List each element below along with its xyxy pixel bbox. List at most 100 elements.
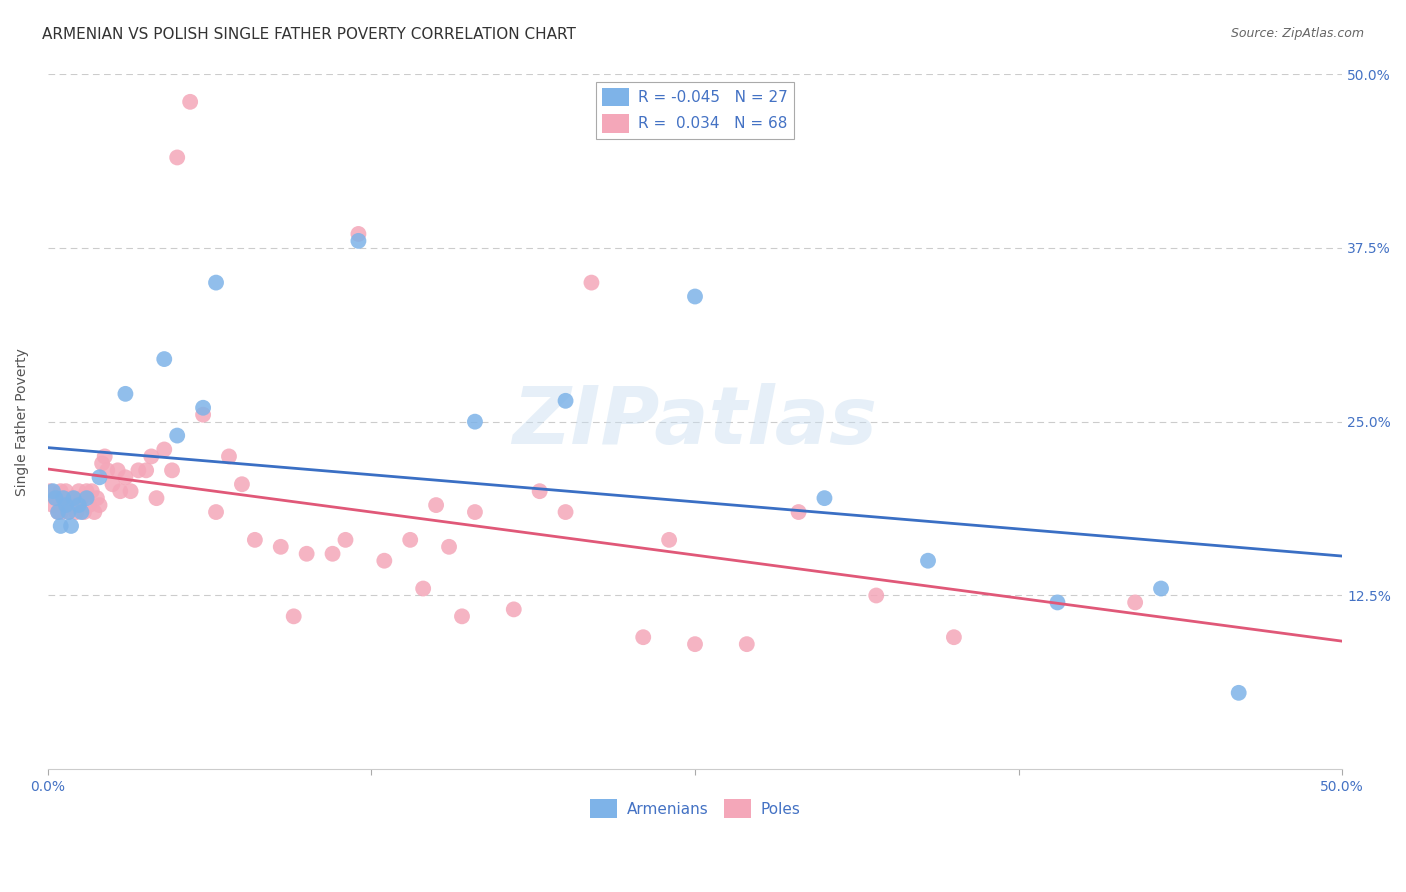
Point <box>145 491 167 505</box>
Point <box>67 498 90 512</box>
Point <box>1046 595 1069 609</box>
Point <box>347 227 370 241</box>
Point <box>127 463 149 477</box>
Point <box>191 408 214 422</box>
Point <box>80 484 103 499</box>
Point <box>55 484 77 499</box>
Point <box>631 630 654 644</box>
Point <box>231 477 253 491</box>
Point <box>1123 595 1146 609</box>
Point <box>46 505 69 519</box>
Point <box>46 505 69 519</box>
Point <box>62 498 84 512</box>
Point <box>322 547 344 561</box>
Point <box>49 505 72 519</box>
Point <box>76 491 98 505</box>
Point <box>62 491 84 505</box>
Point <box>787 505 810 519</box>
Point <box>93 450 115 464</box>
Point <box>110 484 132 499</box>
Point <box>347 234 370 248</box>
Point <box>114 470 136 484</box>
Point <box>89 470 111 484</box>
Point <box>44 491 66 505</box>
Point <box>73 505 96 519</box>
Point <box>153 442 176 457</box>
Point <box>91 456 114 470</box>
Point <box>451 609 474 624</box>
Point <box>399 533 422 547</box>
Point <box>153 352 176 367</box>
Point <box>101 477 124 491</box>
Point <box>373 554 395 568</box>
Legend: Armenians, Poles: Armenians, Poles <box>583 793 806 824</box>
Point <box>49 519 72 533</box>
Point <box>412 582 434 596</box>
Point <box>44 491 66 505</box>
Point <box>160 463 183 477</box>
Point <box>42 498 65 512</box>
Point <box>141 450 163 464</box>
Point <box>49 484 72 499</box>
Point <box>658 533 681 547</box>
Point <box>70 491 93 505</box>
Point <box>917 554 939 568</box>
Point <box>107 463 129 477</box>
Point <box>89 498 111 512</box>
Y-axis label: Single Father Poverty: Single Father Poverty <box>15 348 30 496</box>
Point <box>813 491 835 505</box>
Point <box>425 498 447 512</box>
Point <box>295 547 318 561</box>
Point <box>55 498 77 512</box>
Point <box>865 589 887 603</box>
Point <box>76 484 98 499</box>
Point <box>1227 686 1250 700</box>
Point <box>166 151 188 165</box>
Point <box>120 484 142 499</box>
Point <box>96 463 118 477</box>
Point <box>52 491 75 505</box>
Point <box>55 498 77 512</box>
Point <box>218 450 240 464</box>
Point <box>77 498 100 512</box>
Point <box>502 602 524 616</box>
Point <box>243 533 266 547</box>
Point <box>114 387 136 401</box>
Text: ZIPatlas: ZIPatlas <box>513 383 877 460</box>
Point <box>86 491 108 505</box>
Point <box>60 491 83 505</box>
Point <box>58 505 80 519</box>
Point <box>554 393 576 408</box>
Point <box>60 519 83 533</box>
Point <box>39 484 62 499</box>
Point <box>83 505 105 519</box>
Text: ARMENIAN VS POLISH SINGLE FATHER POVERTY CORRELATION CHART: ARMENIAN VS POLISH SINGLE FATHER POVERTY… <box>42 27 576 42</box>
Point <box>70 505 93 519</box>
Point <box>205 505 228 519</box>
Point <box>942 630 965 644</box>
Point <box>735 637 758 651</box>
Point <box>554 505 576 519</box>
Point <box>205 276 228 290</box>
Point <box>581 276 603 290</box>
Point <box>283 609 305 624</box>
Point <box>270 540 292 554</box>
Point <box>135 463 157 477</box>
Point <box>52 491 75 505</box>
Point <box>166 428 188 442</box>
Text: Source: ZipAtlas.com: Source: ZipAtlas.com <box>1230 27 1364 40</box>
Point <box>464 415 486 429</box>
Point <box>437 540 460 554</box>
Point <box>464 505 486 519</box>
Point <box>67 484 90 499</box>
Point <box>42 484 65 499</box>
Point <box>58 505 80 519</box>
Point <box>1150 582 1173 596</box>
Point <box>529 484 551 499</box>
Point <box>335 533 357 547</box>
Point <box>683 289 706 303</box>
Point <box>683 637 706 651</box>
Point <box>65 505 87 519</box>
Point <box>179 95 201 109</box>
Point <box>191 401 214 415</box>
